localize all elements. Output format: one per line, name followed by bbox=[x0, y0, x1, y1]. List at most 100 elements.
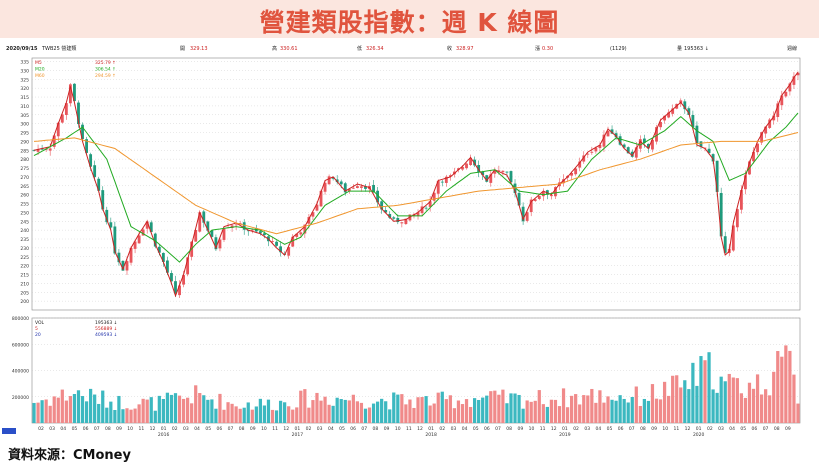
legend-m20-value: 306.54 ↑ bbox=[95, 67, 116, 73]
candle-body bbox=[679, 100, 683, 103]
info-period: 週線 bbox=[787, 45, 797, 52]
volume-bar bbox=[452, 408, 457, 423]
volume-bar bbox=[497, 394, 501, 423]
candle-body bbox=[186, 257, 190, 275]
price-tick-label: 325 bbox=[20, 77, 29, 83]
candle-body bbox=[206, 221, 210, 231]
volume-bar bbox=[570, 395, 574, 423]
candle-body bbox=[315, 204, 319, 211]
volume-bar bbox=[105, 407, 109, 423]
volume-bar bbox=[537, 390, 541, 423]
volume-bar bbox=[687, 389, 691, 423]
x-month-label: 11 bbox=[674, 426, 680, 432]
candle-body bbox=[287, 247, 291, 256]
candle-body bbox=[578, 161, 582, 168]
candle-body bbox=[432, 192, 436, 201]
volume-bar bbox=[315, 392, 319, 423]
volume-legend-value: 195363 ↓ bbox=[95, 320, 117, 326]
volume-bar bbox=[780, 356, 784, 423]
volume-bar bbox=[626, 402, 630, 423]
volume-bar bbox=[493, 390, 497, 423]
volume-bar bbox=[355, 401, 360, 423]
x-month-label: 12 bbox=[551, 426, 557, 432]
volume-bar bbox=[121, 409, 125, 423]
x-month-label: 04 bbox=[595, 426, 601, 432]
candle-body bbox=[723, 236, 727, 253]
candle-body bbox=[549, 195, 553, 197]
volume-bar bbox=[509, 393, 513, 423]
price-tick-label: 280 bbox=[20, 157, 29, 163]
info-volume-label: 量 bbox=[677, 45, 682, 52]
x-month-label: 05 bbox=[339, 426, 345, 432]
scroll-handle[interactable] bbox=[2, 428, 16, 434]
volume-bar bbox=[218, 393, 222, 423]
candle-body bbox=[48, 148, 52, 151]
legend-m60-name: M60 bbox=[35, 73, 45, 79]
price-tick-label: 270 bbox=[20, 175, 29, 181]
candle-body bbox=[489, 174, 493, 183]
candle-body bbox=[335, 179, 339, 183]
volume-bar bbox=[141, 398, 145, 423]
candle-body bbox=[521, 206, 525, 222]
candle-body bbox=[364, 186, 367, 189]
volume-bar bbox=[93, 394, 97, 423]
volume-bar bbox=[250, 409, 254, 423]
volume-bar bbox=[384, 401, 388, 423]
x-month-label: 07 bbox=[228, 426, 234, 432]
volume-bar bbox=[412, 407, 416, 423]
volume-bar bbox=[654, 398, 659, 423]
candle-body bbox=[416, 212, 420, 216]
x-month-label: 02 bbox=[306, 426, 312, 432]
candle-body bbox=[182, 275, 185, 285]
x-month-label: 11 bbox=[406, 426, 412, 432]
price-panel: 200 205 210 215 220 225 230 235 240 245 250 255 260 2… bbox=[20, 57, 801, 311]
candle-body bbox=[303, 224, 307, 234]
volume-bar bbox=[772, 371, 776, 423]
title-banner: 營建類股指數：週 K 線圖 bbox=[0, 0, 819, 38]
volume-bar bbox=[792, 374, 796, 423]
volume-bar bbox=[408, 399, 412, 423]
volume-bar bbox=[428, 405, 432, 423]
candle-body bbox=[198, 212, 202, 232]
volume-bar bbox=[137, 404, 141, 423]
candle-body bbox=[606, 130, 610, 137]
x-month-label: 02 bbox=[573, 426, 579, 432]
volume-bar bbox=[64, 400, 68, 423]
x-year-label: 2016 bbox=[158, 432, 170, 438]
candle-body bbox=[497, 170, 501, 172]
candle-body bbox=[214, 237, 218, 250]
candle-body bbox=[202, 211, 206, 223]
price-tick-label: 290 bbox=[20, 139, 29, 145]
candle-body bbox=[602, 134, 606, 147]
x-axis: 02 03 04 05 06 07 08 09 10 11 12 01 02 03 04 05 06 07 08 09… bbox=[38, 426, 791, 438]
candle-body bbox=[505, 171, 509, 173]
info-change-label: 漲 bbox=[535, 45, 540, 52]
volume-bar bbox=[307, 407, 311, 423]
candle-body bbox=[145, 221, 149, 229]
price-tick-label: 315 bbox=[20, 95, 29, 101]
candle-body bbox=[622, 144, 626, 148]
candle-body bbox=[707, 148, 711, 154]
x-month-label: 03 bbox=[718, 426, 724, 432]
candle-body bbox=[683, 101, 687, 110]
x-month-label: 07 bbox=[495, 426, 501, 432]
x-month-label: 02 bbox=[172, 426, 178, 432]
volume-bar bbox=[796, 403, 800, 423]
candle-body bbox=[574, 168, 578, 175]
volume-bar bbox=[287, 406, 291, 423]
price-tick-label: 320 bbox=[20, 86, 29, 92]
x-month-label: 09 bbox=[250, 426, 256, 432]
volume-bar bbox=[586, 395, 590, 423]
volume-bar bbox=[759, 394, 764, 423]
candle-body bbox=[331, 176, 335, 179]
price-tick-label: 285 bbox=[20, 148, 29, 154]
x-month-label: 09 bbox=[517, 426, 523, 432]
info-high: 330.61 bbox=[280, 46, 298, 52]
x-month-label: 05 bbox=[473, 426, 479, 432]
legend-m60-value: 294.59 ↑ bbox=[95, 73, 116, 79]
candle-body bbox=[529, 199, 533, 213]
volume-bar bbox=[719, 376, 723, 423]
candle-body bbox=[752, 151, 755, 162]
x-month-label: 03 bbox=[183, 426, 189, 432]
volume-bar bbox=[517, 394, 521, 423]
